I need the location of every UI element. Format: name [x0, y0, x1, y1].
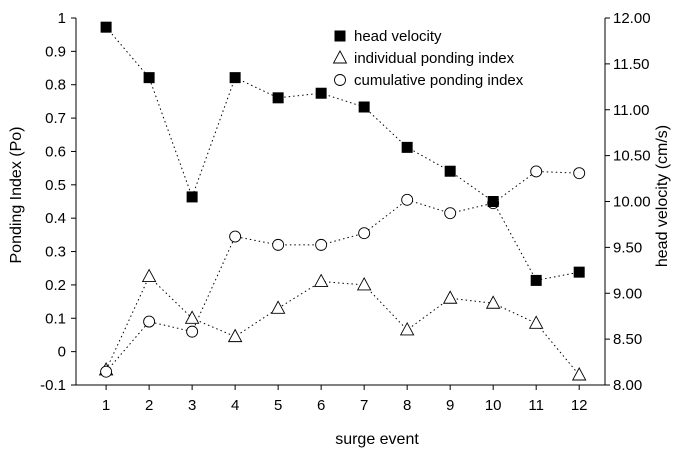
data-point-filled-square: [487, 196, 499, 207]
legend-label: head velocity: [354, 28, 442, 45]
x-tick-label: 2: [145, 397, 153, 414]
data-point-filled-square: [358, 101, 370, 113]
legend-label: individual ponding index: [354, 50, 515, 67]
left-y-tick-label: 0.4: [45, 210, 66, 227]
left-y-tick-label: 0.6: [45, 143, 66, 160]
legend: head velocity individual ponding index cum…: [332, 28, 524, 89]
right-y-tick-label: 8.00: [613, 377, 642, 394]
x-tick-label: 5: [274, 397, 282, 414]
series-lines: [105, 26, 580, 376]
x-tick-label: 10: [485, 397, 502, 414]
left-y-tick-label: 1: [58, 10, 66, 27]
data-point-open-triangle: [571, 367, 587, 381]
data-point-open-triangle: [485, 295, 501, 309]
right-y-tick-label: 11.00: [613, 102, 649, 119]
right-y-tick-label: 12.00: [613, 10, 651, 27]
data-point-filled-square: [229, 72, 241, 84]
x-tick-label: 7: [360, 397, 368, 414]
right-y-tick-label: 8.50: [613, 331, 642, 348]
data-point-open-triangle: [399, 322, 415, 336]
x-tick-label: 1: [102, 397, 110, 414]
series-line-open-circle: [105, 170, 580, 372]
x-axis-title: surge event: [335, 431, 419, 448]
x-tick-label: 8: [403, 397, 411, 414]
data-point-open-circle: [315, 238, 328, 251]
data-point-filled-square: [100, 21, 112, 33]
data-point-filled-square: [573, 266, 585, 278]
data-point-filled-square: [444, 165, 456, 177]
right-y-tick-label: 10.50: [613, 148, 651, 165]
right-y-tick-label: 9.00: [613, 285, 642, 302]
data-point-open-triangle: [313, 273, 329, 288]
data-point-filled-square: [186, 191, 198, 203]
data-point-open-circle: [573, 167, 586, 180]
left-y-tick-label: 0.9: [45, 43, 66, 60]
legend-label: cumulative ponding index: [354, 72, 524, 89]
data-point-open-circle: [186, 325, 199, 338]
left-y-tick-label: 0.5: [45, 177, 66, 194]
data-point-open-circle: [530, 165, 543, 178]
left-y-tick-label: 0.7: [45, 110, 66, 127]
data-point-open-circle: [401, 193, 414, 206]
right-y-tick-label: 11.50: [613, 56, 649, 73]
left-y-tick-label: 0.1: [45, 310, 66, 327]
data-point-filled-square: [401, 141, 413, 153]
axes: -0.1 0 0.1 0.2 0.3 0.4 0.5 0.6 0.7 0.8 0.9 1 8.00 8.5…: [40, 10, 650, 414]
data-point-filled-square: [530, 274, 542, 286]
legend-marker-open-circle: [334, 74, 346, 86]
data-point-open-circle: [358, 227, 371, 240]
left-y-tick-label: 0.2: [45, 277, 66, 294]
x-tick-label: 12: [571, 397, 588, 414]
data-point-open-triangle: [356, 276, 372, 291]
data-point-open-circle: [444, 207, 457, 220]
data-point-open-triangle: [184, 310, 200, 324]
data-point-filled-square: [315, 87, 327, 99]
series-line-filled-square: [105, 26, 580, 281]
data-point-open-circle: [272, 238, 285, 251]
x-tick-label: 11: [528, 397, 544, 414]
right-y-tick-label: 9.50: [613, 239, 642, 256]
data-point-filled-square: [272, 92, 284, 104]
data-point-open-circle: [143, 315, 156, 328]
data-point-open-triangle: [227, 328, 243, 343]
data-point-open-triangle: [270, 300, 286, 314]
left-y-tick-label: 0.3: [45, 244, 66, 261]
x-tick-label: 9: [446, 397, 454, 414]
legend-marker-filled-square: [334, 30, 346, 42]
left-y-tick-label: -0.1: [40, 377, 66, 394]
legend-marker-open-triangle: [332, 50, 348, 64]
right-y-axis-title: head velocity (cm/s): [654, 125, 671, 267]
series-markers: [98, 21, 587, 381]
right-y-tick-label: 10.00: [613, 194, 651, 211]
left-y-tick-label: 0.8: [45, 77, 66, 94]
data-point-open-circle: [229, 230, 242, 243]
data-point-open-triangle: [442, 290, 458, 304]
left-y-tick-label: 0: [58, 344, 66, 361]
series-line-open-triangle: [105, 275, 580, 376]
data-point-filled-square: [143, 72, 155, 84]
data-point-open-circle: [100, 365, 113, 378]
x-tick-label: 3: [188, 397, 196, 414]
left-y-axis-title: Ponding Index (Po): [8, 127, 25, 264]
x-tick-label: 4: [231, 397, 239, 414]
data-point-open-triangle: [141, 268, 157, 283]
x-tick-label: 6: [317, 397, 325, 414]
data-point-open-triangle: [528, 315, 544, 329]
